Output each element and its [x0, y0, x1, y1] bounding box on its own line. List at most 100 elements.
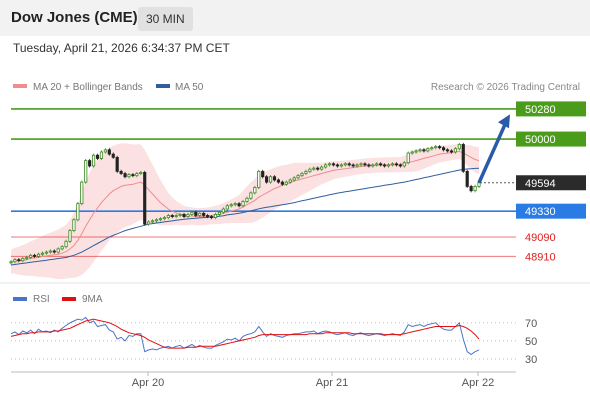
candle-body	[276, 179, 281, 183]
ma50-legend-swatch	[156, 84, 170, 88]
interval-badge[interactable]: 30 MIN	[138, 7, 193, 31]
instrument-title: Dow Jones (CME)	[11, 9, 138, 26]
candle-body	[84, 160, 88, 183]
candle-body	[233, 203, 237, 206]
candle-body	[272, 176, 277, 181]
candle-body	[351, 164, 355, 167]
level-tag-49330	[516, 203, 586, 219]
candle-body	[394, 163, 398, 166]
candle-body	[103, 149, 107, 153]
candle-body	[225, 205, 229, 210]
candle-body	[166, 215, 170, 219]
candle-body	[453, 148, 457, 153]
candle-body	[95, 154, 100, 159]
candle-body	[284, 181, 288, 185]
candle-body	[190, 211, 194, 215]
candle-body	[304, 170, 308, 174]
level-tag-49594	[516, 175, 586, 191]
candle-body	[379, 163, 383, 166]
level-label-49090: 49090	[525, 232, 556, 244]
candle-body	[80, 181, 84, 205]
candle-body	[442, 147, 446, 151]
candle-body	[60, 246, 64, 250]
level-tag-50280	[516, 101, 586, 117]
candle-body	[209, 216, 214, 219]
x-tick-label: Apr 21	[316, 377, 348, 389]
candle-body	[213, 214, 218, 219]
candle-body	[367, 164, 371, 167]
candle-body	[119, 170, 123, 174]
candle-body	[68, 230, 72, 242]
candle-body	[312, 167, 316, 170]
candle-body	[383, 164, 387, 167]
rsi-series-line-1	[10, 318, 480, 349]
rsi-legend-swatch	[13, 297, 27, 301]
rsi-plot: 70 50 30	[10, 316, 537, 366]
candle-body	[402, 162, 406, 167]
ma20-line	[10, 150, 480, 263]
x-tick-label: Apr 20	[132, 377, 164, 389]
candle-body	[40, 252, 45, 255]
candle-body	[257, 170, 261, 188]
rsi-tick-label: 30	[525, 354, 537, 366]
candle-body	[265, 176, 269, 183]
candle-body	[288, 179, 292, 183]
candle-body	[21, 258, 25, 262]
candle-body	[158, 218, 163, 221]
candle-body	[316, 167, 320, 170]
candle-body	[331, 163, 336, 166]
candle-body	[268, 176, 273, 183]
candle-body	[335, 164, 339, 167]
candle-body	[473, 186, 477, 192]
candle-body	[36, 253, 41, 257]
candle-body	[64, 240, 68, 248]
candle-body	[76, 203, 80, 221]
candle-body	[296, 175, 300, 179]
candle-body	[115, 156, 119, 172]
candle-body	[261, 170, 265, 178]
candle-body	[359, 163, 363, 166]
level-label-50280: 50280	[525, 104, 556, 116]
candle-body	[56, 248, 60, 253]
rsi-tick-label: 50	[525, 336, 537, 348]
candle-body	[375, 163, 379, 166]
candle-body	[33, 254, 37, 257]
candle-body	[363, 163, 367, 166]
candle-body	[52, 250, 56, 253]
candle-body	[139, 172, 143, 174]
candle-body	[347, 163, 351, 166]
candle-body	[229, 204, 233, 207]
candle-body	[72, 219, 76, 231]
candle-body	[237, 203, 241, 207]
candle-body	[13, 259, 17, 263]
candle-body	[249, 192, 253, 199]
candle-body	[292, 177, 296, 181]
candle-body	[390, 163, 395, 166]
level-label-49330: 49330	[525, 206, 556, 218]
candle-body	[127, 174, 131, 178]
level-tag-50000	[516, 131, 586, 147]
candle-body	[44, 251, 48, 254]
ma20-legend-swatch	[13, 84, 27, 88]
candle-body	[343, 163, 347, 166]
candle-body	[339, 164, 343, 167]
projection-arrow-shaft	[477, 121, 508, 184]
candle-body	[355, 164, 359, 167]
candle-body	[123, 173, 127, 178]
candle-body	[461, 144, 465, 172]
candle-body	[186, 214, 190, 217]
candle-body	[202, 212, 206, 216]
candle-body	[438, 146, 442, 149]
candle-body	[386, 164, 391, 167]
candle-body	[371, 164, 375, 167]
candle-body	[178, 214, 182, 216]
candle-body	[150, 220, 155, 223]
candle-body	[477, 182, 481, 187]
rsi-tick-label: 70	[525, 318, 537, 330]
candle-body	[445, 149, 450, 152]
credit-text: Research © 2026 Trading Central	[431, 82, 580, 93]
candle-body	[434, 146, 438, 149]
candle-body	[154, 219, 159, 222]
candle-body	[469, 186, 473, 192]
